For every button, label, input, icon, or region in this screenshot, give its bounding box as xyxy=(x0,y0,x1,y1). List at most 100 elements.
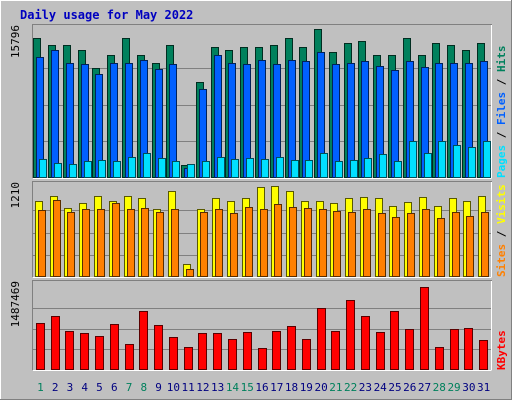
bar-pages-day-5 xyxy=(98,160,106,178)
bar-pages-day-26 xyxy=(409,141,417,178)
legend-part: Hits xyxy=(495,46,508,73)
bar-sites-day-15 xyxy=(245,207,253,277)
bar-pages-day-29 xyxy=(453,145,461,178)
legend-label: Sites / Visits xyxy=(495,184,508,277)
day-label: 19 xyxy=(300,381,313,394)
bar-kbytes-day-18 xyxy=(287,326,296,370)
bar-kbytes-day-16 xyxy=(258,348,267,370)
bar-sites-day-17 xyxy=(274,204,282,277)
bar-sites-day-2 xyxy=(53,200,61,277)
day-label: 29 xyxy=(447,381,460,394)
legend-part: Pages xyxy=(495,145,508,178)
bar-kbytes-day-20 xyxy=(317,308,326,370)
bar-kbytes-day-13 xyxy=(213,333,222,370)
bar-kbytes-day-11 xyxy=(184,347,193,370)
day-label: 22 xyxy=(344,381,357,394)
day-label: 13 xyxy=(211,381,224,394)
bar-pages-day-31 xyxy=(483,141,491,178)
bar-kbytes-day-2 xyxy=(51,316,60,370)
bar-pages-day-20 xyxy=(320,153,328,178)
bar-sites-day-23 xyxy=(363,209,371,277)
bar-pages-day-30 xyxy=(468,147,476,178)
bar-sites-day-5 xyxy=(97,209,105,277)
bar-files-day-10 xyxy=(169,64,177,178)
bar-sites-day-20 xyxy=(319,209,327,277)
day-label: 23 xyxy=(359,381,372,394)
bar-pages-day-3 xyxy=(69,164,77,178)
bar-sites-day-10 xyxy=(171,209,179,277)
bar-kbytes-day-25 xyxy=(390,311,399,370)
day-label: 26 xyxy=(403,381,416,394)
legend-part: Sites xyxy=(495,244,508,277)
bar-sites-day-4 xyxy=(82,209,90,277)
day-label: 30 xyxy=(462,381,475,394)
panel-hits-files-pages: 15796 Pages / Files / Hits xyxy=(9,24,508,179)
bar-kbytes-day-26 xyxy=(405,329,414,370)
bar-pages-day-1 xyxy=(39,159,47,178)
bar-pages-day-21 xyxy=(335,161,343,178)
day-label: 28 xyxy=(433,381,446,394)
bar-pages-day-28 xyxy=(438,141,446,178)
bar-pages-day-16 xyxy=(261,159,269,178)
panel-sites-visits: 1210 Sites / Visits xyxy=(9,181,508,278)
bar-pages-day-11 xyxy=(187,164,195,178)
bar-kbytes-day-5 xyxy=(95,336,104,370)
bar-pages-day-18 xyxy=(291,160,299,178)
bar-files-day-6 xyxy=(110,63,118,178)
day-label: 10 xyxy=(167,381,180,394)
bar-kbytes-day-10 xyxy=(169,337,178,370)
legend-label: Pages / Files / Hits xyxy=(495,46,508,179)
bar-kbytes-day-15 xyxy=(243,332,252,370)
bar-kbytes-day-24 xyxy=(376,332,385,370)
bar-sites-day-22 xyxy=(348,212,356,277)
day-label: 6 xyxy=(111,381,118,394)
bar-kbytes-day-4 xyxy=(80,333,89,370)
day-label: 5 xyxy=(96,381,103,394)
bar-sites-day-9 xyxy=(156,212,164,277)
bar-kbytes-day-30 xyxy=(464,328,473,370)
bar-kbytes-day-19 xyxy=(302,339,311,370)
bar-kbytes-day-6 xyxy=(110,324,119,370)
bar-sites-day-1 xyxy=(38,210,46,277)
bar-kbytes-day-17 xyxy=(272,331,281,370)
bar-sites-day-14 xyxy=(230,213,238,277)
bar-pages-day-23 xyxy=(364,158,372,178)
bar-sites-day-18 xyxy=(289,207,297,277)
bar-pages-day-7 xyxy=(128,157,136,178)
bar-sites-day-30 xyxy=(466,216,474,277)
bar-files-day-4 xyxy=(81,64,89,178)
bar-sites-day-24 xyxy=(378,213,386,277)
y-max-label: 15796 xyxy=(9,25,22,58)
day-label: 25 xyxy=(388,381,401,394)
bar-kbytes-day-7 xyxy=(125,344,134,370)
day-label: 17 xyxy=(270,381,283,394)
bar-pages-day-12 xyxy=(202,161,210,178)
bar-files-day-18 xyxy=(288,60,296,178)
legend-part: / xyxy=(495,72,508,92)
bar-pages-day-9 xyxy=(158,158,166,178)
bar-pages-day-15 xyxy=(246,158,254,178)
bar-kbytes-day-29 xyxy=(450,329,459,370)
bar-kbytes-day-14 xyxy=(228,339,237,370)
day-label: 12 xyxy=(196,381,209,394)
bar-pages-day-4 xyxy=(84,161,92,178)
bar-pages-day-24 xyxy=(379,154,387,178)
day-label: 15 xyxy=(241,381,254,394)
bar-kbytes-day-9 xyxy=(154,325,163,370)
bar-sites-day-21 xyxy=(333,211,341,277)
bar-kbytes-day-21 xyxy=(331,331,340,370)
bar-pages-day-22 xyxy=(350,160,358,178)
bar-sites-day-11 xyxy=(186,269,194,277)
bar-sites-day-28 xyxy=(437,218,445,277)
bar-sites-day-8 xyxy=(141,208,149,277)
bar-kbytes-day-22 xyxy=(346,300,355,370)
bar-sites-day-26 xyxy=(407,213,415,277)
bar-sites-day-3 xyxy=(67,212,75,277)
y-max-label: 1210 xyxy=(9,182,22,209)
bar-sites-day-27 xyxy=(422,209,430,277)
legend-part: Visits xyxy=(495,184,508,224)
day-label: 14 xyxy=(226,381,240,394)
bar-sites-day-29 xyxy=(452,212,460,277)
bar-pages-day-10 xyxy=(172,161,180,178)
